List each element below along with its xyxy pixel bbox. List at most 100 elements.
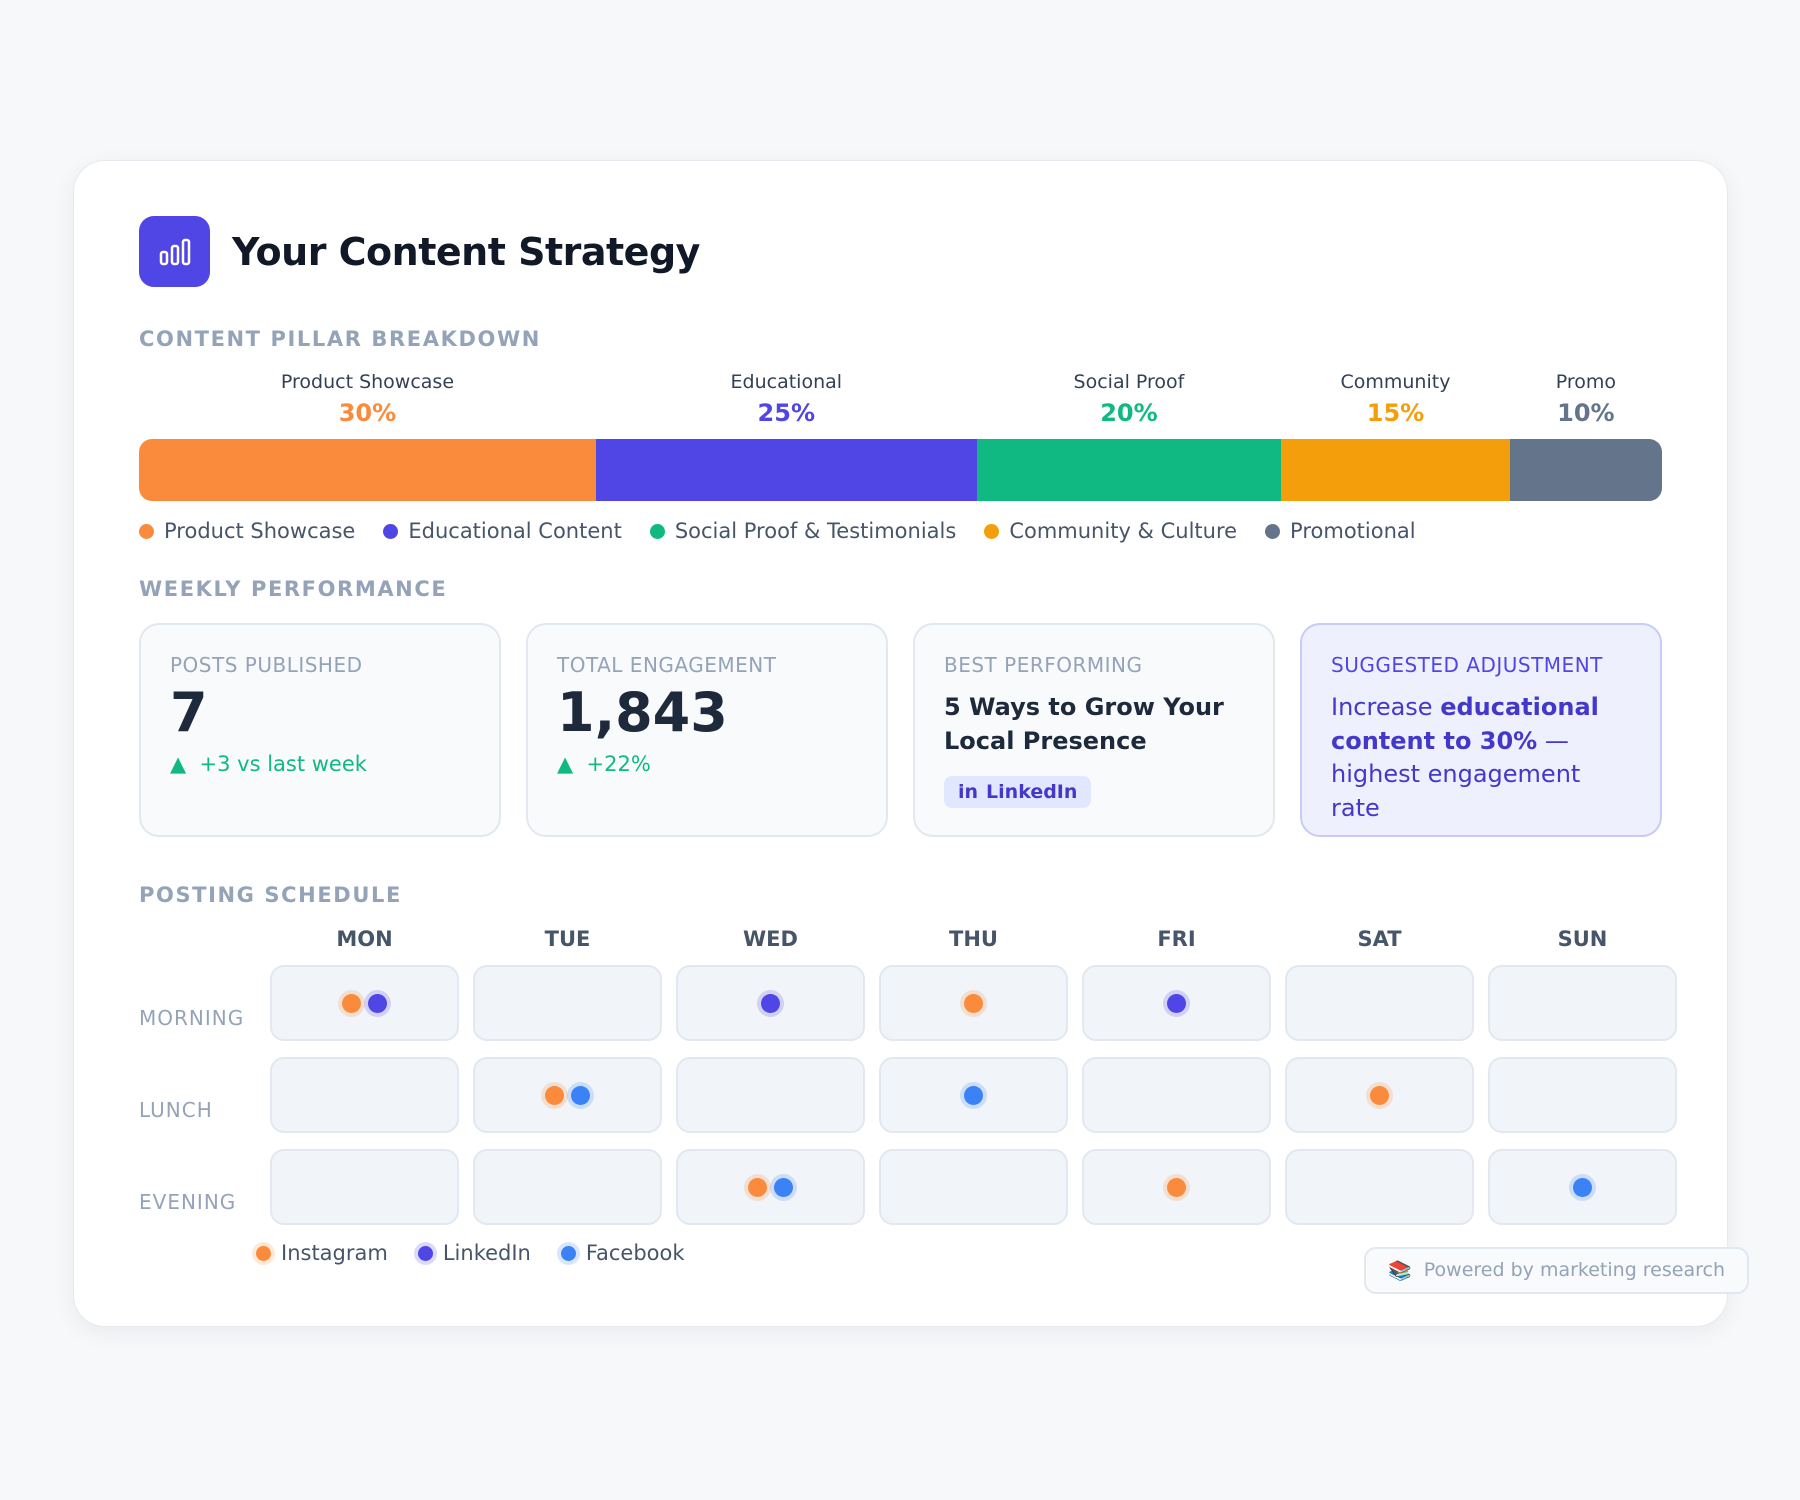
pillar-segment	[1509, 439, 1662, 501]
legend-swatch	[256, 1245, 271, 1261]
schedule-cell	[1082, 965, 1271, 1041]
legend-swatch	[1265, 523, 1281, 539]
pillar-segment	[1281, 439, 1510, 501]
metric-label: TOTAL ENGAGEMENT	[557, 653, 777, 677]
day-label: SUN	[1557, 927, 1608, 951]
legend-label: Instagram	[281, 1241, 388, 1265]
pillar-labels: Product Showcase 30% Educational 25% Social …	[139, 371, 1662, 427]
metric-value: 1,843	[557, 681, 728, 744]
strategy-card: Your Content Strategy CONTENT PILLAR BRE…	[73, 160, 1749, 1327]
schedule-cell	[879, 1149, 1068, 1225]
schedule-cell	[1488, 965, 1677, 1041]
change-text: +3 vs last week	[199, 752, 367, 777]
post-dot	[761, 993, 780, 1013]
schedule-cell	[270, 1057, 459, 1133]
schedule-cell	[879, 1057, 1068, 1133]
day-label: SAT	[1357, 927, 1402, 951]
metrics: POSTS PUBLISHED 7 ▲ +3 vs last week TOTA…	[139, 623, 1662, 837]
logo-icon	[139, 216, 210, 287]
pillar-name: Product Showcase	[280, 371, 455, 393]
section-heading: POSTING SCHEDULE	[139, 883, 402, 907]
up-icon: ▲	[557, 752, 574, 777]
metric-change: ▲ +3 vs last week	[170, 752, 470, 776]
metric-change: ▲ +22%	[557, 752, 857, 776]
pillar-label: Promo 10%	[1510, 371, 1662, 427]
legend-item: Community & Culture	[984, 519, 1237, 543]
legend-label: Social Proof & Testimonials	[674, 519, 957, 543]
footer-badge: 📚 Powered by marketing research	[1364, 1247, 1749, 1294]
pillar-name: Community	[1340, 371, 1451, 393]
schedule-cell	[1082, 1149, 1271, 1225]
pillar-name: Social Proof	[1073, 371, 1185, 393]
pillar-legend: Product Showcase Educational Content Socia…	[139, 519, 1662, 543]
slot-label: LUNCH	[139, 1098, 213, 1122]
legend-label: Facebook	[585, 1241, 685, 1265]
platform-badge: in LinkedIn	[944, 776, 1092, 809]
legend-label: Community & Culture	[1009, 519, 1238, 543]
day-label: THU	[949, 927, 998, 951]
metric-label: POSTS PUBLISHED	[170, 653, 363, 677]
metric-value: 7	[170, 681, 208, 744]
pillar-label: Social Proof 20%	[977, 371, 1282, 427]
suggestion-text: Increase educational content to 30% — hi…	[1331, 691, 1631, 825]
up-icon: ▲	[170, 752, 187, 777]
pillar-name: Promo	[1555, 371, 1616, 393]
pillar-bar	[139, 439, 1662, 501]
pillar-percent: 10%	[1557, 399, 1615, 427]
legend-swatch	[984, 523, 1000, 539]
slot-label: EVENING	[139, 1190, 237, 1214]
post-dot	[964, 1085, 983, 1105]
legend-swatch	[649, 523, 665, 539]
title: Your Content Strategy	[232, 229, 700, 274]
legend-label: Promotional	[1290, 519, 1416, 543]
legend-swatch	[417, 1245, 433, 1261]
platform-name: LinkedIn	[986, 781, 1078, 804]
schedule-cell	[270, 1149, 459, 1225]
footer-text: Powered by marketing research	[1423, 1259, 1725, 1281]
post-dot	[1370, 1085, 1389, 1105]
slot-label: MORNING	[139, 1006, 245, 1030]
legend-label: Educational Content	[408, 519, 622, 543]
schedule-cell	[879, 965, 1068, 1041]
schedule-grid: MON TUE WED THU FRI SAT SUN MORNING LUNCH EVENING	[139, 927, 1677, 1227]
legend-item: Facebook	[560, 1241, 685, 1265]
highlight: educational content to 30%	[1331, 693, 1599, 755]
pillar-name: Educational	[730, 371, 843, 393]
schedule-cell	[473, 965, 662, 1041]
suggestion-card: SUGGESTED ADJUSTMENT Increase educationa…	[1300, 623, 1662, 837]
day-label: MON	[336, 927, 393, 951]
text: Increase	[1331, 693, 1441, 721]
pillar-percent: 20%	[1100, 399, 1158, 427]
metric-label: SUGGESTED ADJUSTMENT	[1331, 653, 1603, 677]
legend-swatch	[560, 1245, 576, 1261]
schedule-cell	[1285, 965, 1474, 1041]
legend-label: LinkedIn	[442, 1241, 531, 1265]
day-label: FRI	[1157, 927, 1196, 951]
pillar-percent: 25%	[757, 399, 815, 427]
schedule-cell	[473, 1057, 662, 1133]
schedule-cell	[1082, 1057, 1271, 1133]
post-dot	[571, 1085, 590, 1105]
change-text: +22%	[586, 752, 651, 777]
metric-card: BEST PERFORMING 5 Ways to Grow Your Loca…	[913, 623, 1275, 837]
section-heading: WEEKLY PERFORMANCE	[139, 577, 448, 601]
legend-label: Product Showcase	[164, 519, 356, 543]
legend-item: Social Proof & Testimonials	[649, 519, 957, 543]
legend-swatch	[383, 523, 399, 539]
post-dot	[1167, 1177, 1186, 1197]
metric-card: TOTAL ENGAGEMENT 1,843 ▲ +22%	[526, 623, 888, 837]
schedule-cell	[1488, 1057, 1677, 1133]
chart-icon	[159, 238, 190, 265]
legend-item: LinkedIn	[417, 1241, 531, 1265]
schedule-cell	[473, 1149, 662, 1225]
day-label: TUE	[544, 927, 591, 951]
header: Your Content Strategy	[139, 216, 1662, 287]
pillar-segment	[139, 439, 596, 501]
schedule-cell	[270, 965, 459, 1041]
pillar-segment	[595, 439, 977, 501]
post-dot	[748, 1177, 767, 1197]
corner	[139, 927, 256, 951]
pillar-label: Product Showcase 30%	[139, 371, 596, 427]
pillar-percent: 30%	[338, 399, 397, 427]
